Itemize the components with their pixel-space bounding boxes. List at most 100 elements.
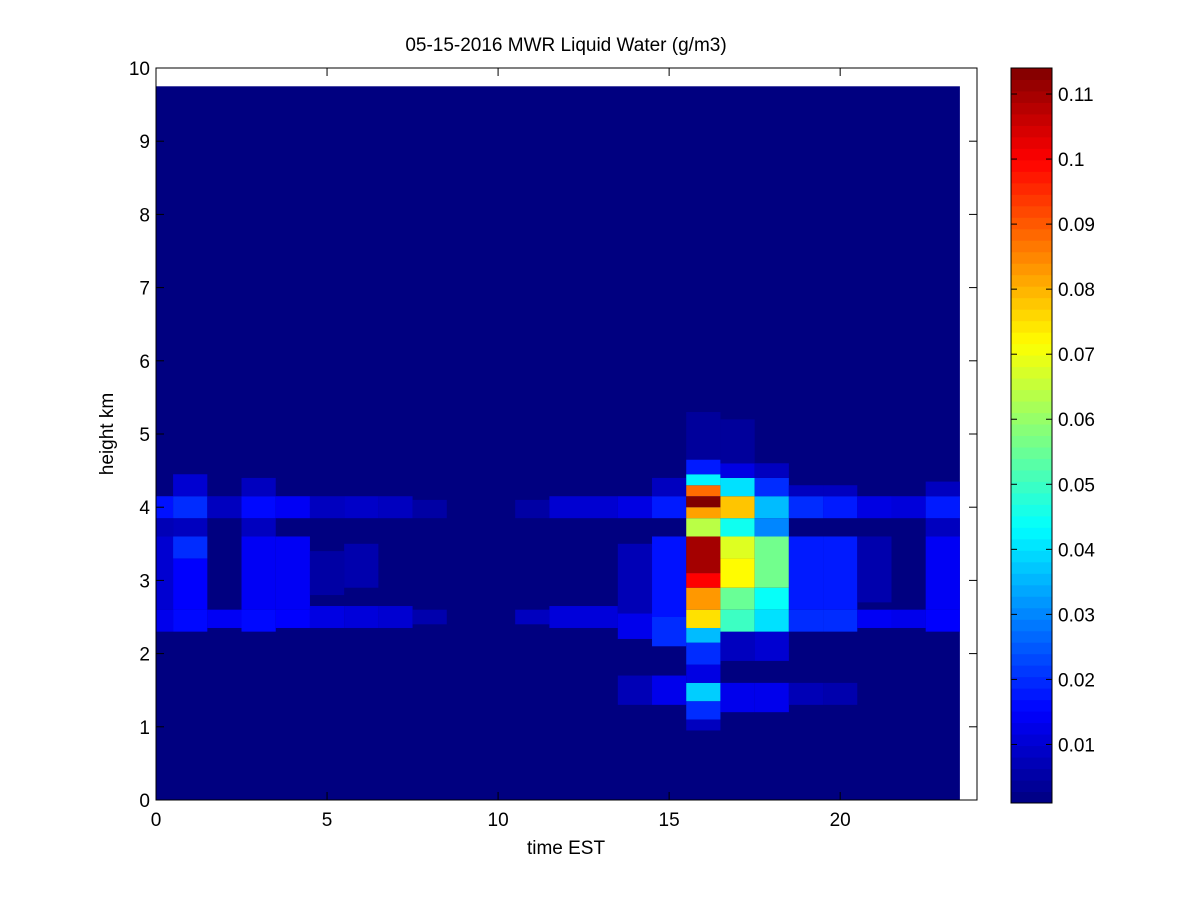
heatmap-cell [857, 536, 892, 603]
colorbar-step [1011, 205, 1052, 218]
x-tick-label: 20 [830, 810, 851, 831]
colorbar-step [1011, 757, 1052, 770]
heatmap-cell [344, 606, 379, 628]
colorbar-step [1011, 194, 1052, 207]
heatmap-cell [720, 463, 755, 478]
x-tick-label: 5 [322, 810, 333, 831]
colorbar-step [1011, 68, 1052, 80]
colorbar-step [1011, 791, 1052, 804]
heatmap-cell [823, 682, 858, 705]
heatmap-cell [241, 518, 276, 537]
colorbar-step [1011, 550, 1052, 563]
heatmap-cell [788, 485, 824, 497]
colorbar-step [1011, 492, 1052, 505]
heatmap-cell [652, 536, 687, 617]
heatmap-cell [686, 536, 721, 574]
colorbar-step [1011, 458, 1052, 471]
heatmap-cell [617, 675, 653, 705]
colorbar-step [1011, 538, 1052, 551]
heatmap-cell [275, 609, 310, 628]
colorbar: 0.01 0.02 0.03 0.04 0.05 0.06 0.07 0.08 0.09 0.1 0… [1010, 67, 1095, 804]
heatmap-cell [652, 477, 687, 497]
colorbar-step [1011, 171, 1052, 184]
heatmap-cell [241, 477, 276, 497]
heatmap-cell [754, 631, 789, 661]
colorbar-step [1011, 722, 1052, 735]
heatmap-cell [754, 587, 789, 610]
x-tick-label: 15 [659, 810, 680, 831]
heatmap-cell [309, 496, 345, 519]
colorbar-tick-label: 0.05 [1058, 475, 1095, 496]
colorbar-step [1011, 148, 1052, 161]
heatmap-cell [378, 606, 413, 628]
colorbar-step [1011, 343, 1052, 356]
heatmap-cell [754, 496, 789, 519]
heatmap-cell [754, 463, 789, 478]
heatmap-cell [686, 507, 721, 519]
x-tick-label: 0 [151, 810, 162, 831]
heatmap-cell [173, 474, 208, 497]
colorbar-step [1011, 469, 1052, 482]
heatmap-cell [156, 609, 174, 632]
colorbar-step [1011, 515, 1052, 528]
heatmap-cell [823, 485, 858, 497]
heatmap-cell [309, 551, 345, 596]
heatmap-cell [309, 606, 345, 628]
heatmap-cell [686, 573, 721, 588]
heatmap-cell [754, 682, 789, 713]
colorbar-step [1011, 378, 1052, 391]
chart-title: 05-15-2016 MWR Liquid Water (g/m3) [405, 35, 726, 56]
heatmap-cell [173, 609, 208, 632]
colorbar-step [1011, 446, 1052, 459]
heatmap-cell [686, 609, 721, 628]
heatmap-cell [754, 536, 789, 588]
colorbar-tick-label: 0.01 [1058, 735, 1095, 756]
heatmap-cell [173, 496, 208, 519]
heatmap-cell [891, 609, 926, 628]
heatmap-cell [925, 481, 960, 497]
colorbar-step [1011, 768, 1052, 781]
heatmap-cell [241, 496, 276, 519]
colorbar-tick-label: 0.04 [1058, 540, 1095, 561]
heatmap-cell [686, 664, 721, 683]
heatmap-cell [652, 675, 687, 705]
y-tick-label: 3 [139, 571, 150, 592]
heatmap-cell [720, 609, 755, 632]
heatmap-cell [344, 496, 379, 519]
heatmap-cell [754, 518, 789, 537]
heatmap-cell [241, 609, 276, 632]
heatmap-cell [686, 459, 721, 475]
heatmap-cell [686, 496, 721, 508]
heatmap-cell [686, 518, 721, 537]
heatmap-cell [925, 496, 960, 519]
heatmap-cell [156, 496, 174, 519]
heatmap-cell [275, 496, 310, 519]
colorbar-step [1011, 688, 1052, 701]
heatmap-cell [857, 609, 892, 628]
colorbar-step [1011, 596, 1052, 609]
heatmap-cell [617, 543, 653, 614]
colorbar-step [1011, 102, 1052, 115]
colorbar-ticks: 0.01 0.02 0.03 0.04 0.05 0.06 0.07 0.08 0.09 0.1 0… [1011, 85, 1095, 756]
y-tick-label: 7 [139, 279, 150, 300]
plot-area: 0 5 10 15 20 0 1 2 3 4 5 6 7 8 9 10 [129, 59, 978, 831]
colorbar-step [1011, 90, 1052, 103]
heatmap-cell [720, 477, 755, 497]
heatmap-cell [549, 606, 618, 628]
heatmap-cell [823, 609, 858, 632]
heatmap-cell [720, 631, 755, 661]
colorbar-step [1011, 401, 1052, 414]
colorbar-step [1011, 263, 1052, 276]
heatmap-cell [823, 496, 858, 519]
heatmap-cell [686, 474, 721, 486]
colorbar-step [1011, 182, 1052, 195]
heatmap-cell [720, 536, 755, 559]
colorbar-step [1011, 286, 1052, 299]
colorbar-tick-label: 0.03 [1058, 605, 1095, 626]
colorbar-step [1011, 504, 1052, 517]
colorbar-step [1011, 745, 1052, 758]
heatmap-cell [652, 496, 687, 519]
colorbar-step [1011, 159, 1052, 172]
heatmap-cells [156, 412, 960, 731]
heatmap-cell [686, 587, 721, 610]
